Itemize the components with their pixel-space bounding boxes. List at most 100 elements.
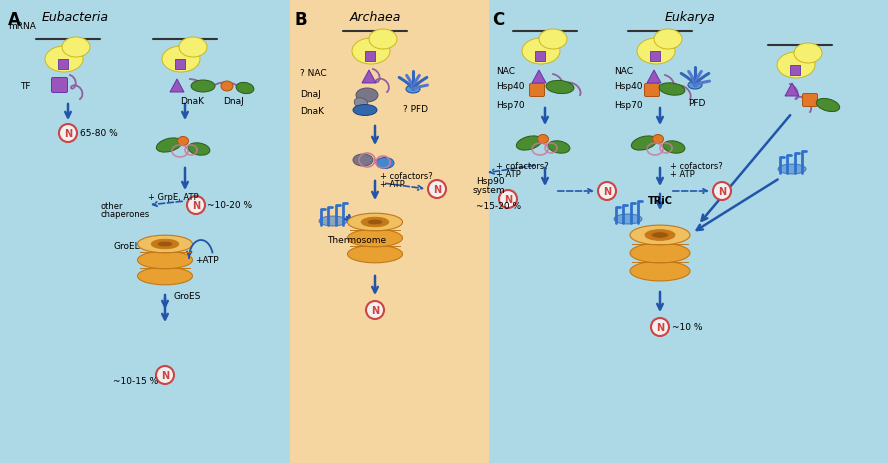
Text: + cofactors?: + cofactors? bbox=[670, 162, 723, 171]
Ellipse shape bbox=[688, 82, 702, 90]
Ellipse shape bbox=[630, 262, 690, 282]
Text: N: N bbox=[718, 187, 726, 197]
Text: ~15-20 %: ~15-20 % bbox=[476, 201, 521, 211]
Ellipse shape bbox=[347, 214, 402, 232]
Bar bbox=[290, 0, 488, 463]
Text: N: N bbox=[603, 187, 611, 197]
Text: TRiC: TRiC bbox=[648, 195, 673, 206]
Bar bbox=[175, 60, 185, 70]
Polygon shape bbox=[170, 80, 184, 93]
Ellipse shape bbox=[630, 244, 690, 263]
Bar bbox=[650, 52, 660, 62]
Text: N: N bbox=[433, 185, 441, 194]
Bar bbox=[790, 66, 800, 76]
Ellipse shape bbox=[369, 30, 397, 50]
Ellipse shape bbox=[62, 38, 90, 58]
Text: A: A bbox=[8, 11, 21, 29]
Text: Archaea: Archaea bbox=[349, 11, 400, 24]
Circle shape bbox=[713, 182, 731, 200]
Bar bbox=[365, 52, 375, 62]
Ellipse shape bbox=[516, 137, 542, 151]
Ellipse shape bbox=[406, 86, 420, 94]
Ellipse shape bbox=[45, 47, 83, 73]
Text: N: N bbox=[371, 305, 379, 315]
Text: DnaJ: DnaJ bbox=[223, 97, 243, 106]
Text: + ATP: + ATP bbox=[380, 180, 405, 188]
Ellipse shape bbox=[156, 138, 182, 153]
Text: Thermosome: Thermosome bbox=[328, 236, 386, 244]
Text: + ATP: + ATP bbox=[670, 169, 694, 179]
Ellipse shape bbox=[614, 214, 642, 225]
Text: 65-80 %: 65-80 % bbox=[80, 129, 118, 138]
Circle shape bbox=[428, 181, 446, 199]
Bar bbox=[58, 60, 68, 70]
Circle shape bbox=[598, 182, 616, 200]
Ellipse shape bbox=[138, 236, 193, 253]
Text: Hsp40: Hsp40 bbox=[496, 82, 525, 91]
Text: GroES: GroES bbox=[173, 291, 201, 300]
Ellipse shape bbox=[178, 137, 188, 146]
Text: Hsp40: Hsp40 bbox=[614, 82, 643, 91]
Ellipse shape bbox=[157, 242, 172, 247]
Ellipse shape bbox=[353, 105, 377, 116]
Text: ? NAC: ? NAC bbox=[300, 69, 327, 78]
Text: + cofactors?: + cofactors? bbox=[380, 172, 432, 181]
Text: +ATP: +ATP bbox=[195, 256, 218, 264]
Ellipse shape bbox=[777, 53, 815, 79]
Text: chaperones: chaperones bbox=[100, 210, 149, 219]
Ellipse shape bbox=[138, 252, 193, 269]
Text: N: N bbox=[64, 129, 72, 139]
Ellipse shape bbox=[353, 155, 373, 167]
Text: DnaK: DnaK bbox=[300, 107, 324, 116]
Text: + GrpE, ATP: + GrpE, ATP bbox=[148, 193, 199, 201]
Text: system: system bbox=[473, 186, 505, 194]
Bar bbox=[535, 52, 545, 62]
FancyBboxPatch shape bbox=[529, 84, 544, 97]
Text: N: N bbox=[656, 322, 664, 332]
Text: Eubacteria: Eubacteria bbox=[42, 11, 108, 24]
Polygon shape bbox=[532, 71, 546, 84]
Text: Eukarya: Eukarya bbox=[664, 11, 716, 24]
Text: C: C bbox=[492, 11, 504, 29]
Ellipse shape bbox=[653, 135, 663, 144]
Ellipse shape bbox=[319, 217, 347, 226]
Text: ~10-20 %: ~10-20 % bbox=[207, 201, 252, 210]
Ellipse shape bbox=[356, 89, 378, 103]
Ellipse shape bbox=[361, 218, 389, 227]
Polygon shape bbox=[362, 71, 376, 84]
FancyBboxPatch shape bbox=[52, 78, 67, 94]
Ellipse shape bbox=[794, 44, 822, 64]
Ellipse shape bbox=[354, 99, 368, 109]
Ellipse shape bbox=[548, 142, 570, 154]
Ellipse shape bbox=[539, 30, 567, 50]
Circle shape bbox=[366, 301, 384, 319]
Ellipse shape bbox=[347, 230, 402, 247]
Ellipse shape bbox=[221, 82, 233, 92]
Ellipse shape bbox=[347, 246, 402, 263]
Ellipse shape bbox=[188, 144, 210, 156]
Circle shape bbox=[59, 125, 77, 143]
Text: Hsp90: Hsp90 bbox=[476, 176, 504, 186]
Ellipse shape bbox=[631, 137, 656, 151]
Text: N: N bbox=[503, 194, 512, 205]
Ellipse shape bbox=[368, 220, 383, 225]
Ellipse shape bbox=[637, 39, 675, 65]
Text: ? PFD: ? PFD bbox=[403, 105, 428, 114]
Circle shape bbox=[156, 366, 174, 384]
Ellipse shape bbox=[522, 39, 560, 65]
Text: B: B bbox=[294, 11, 306, 29]
Circle shape bbox=[651, 319, 669, 336]
Text: mRNA: mRNA bbox=[8, 22, 36, 31]
Ellipse shape bbox=[652, 232, 669, 238]
Text: Hsp70: Hsp70 bbox=[614, 101, 643, 110]
Ellipse shape bbox=[191, 81, 215, 93]
Text: N: N bbox=[161, 370, 169, 380]
Text: DnaK: DnaK bbox=[180, 97, 204, 106]
Text: GroEL: GroEL bbox=[113, 242, 139, 250]
Text: Hsp70: Hsp70 bbox=[496, 101, 525, 110]
Ellipse shape bbox=[645, 230, 675, 241]
Ellipse shape bbox=[236, 83, 254, 94]
Ellipse shape bbox=[659, 84, 685, 96]
Polygon shape bbox=[785, 84, 799, 97]
Text: TF: TF bbox=[20, 82, 30, 91]
